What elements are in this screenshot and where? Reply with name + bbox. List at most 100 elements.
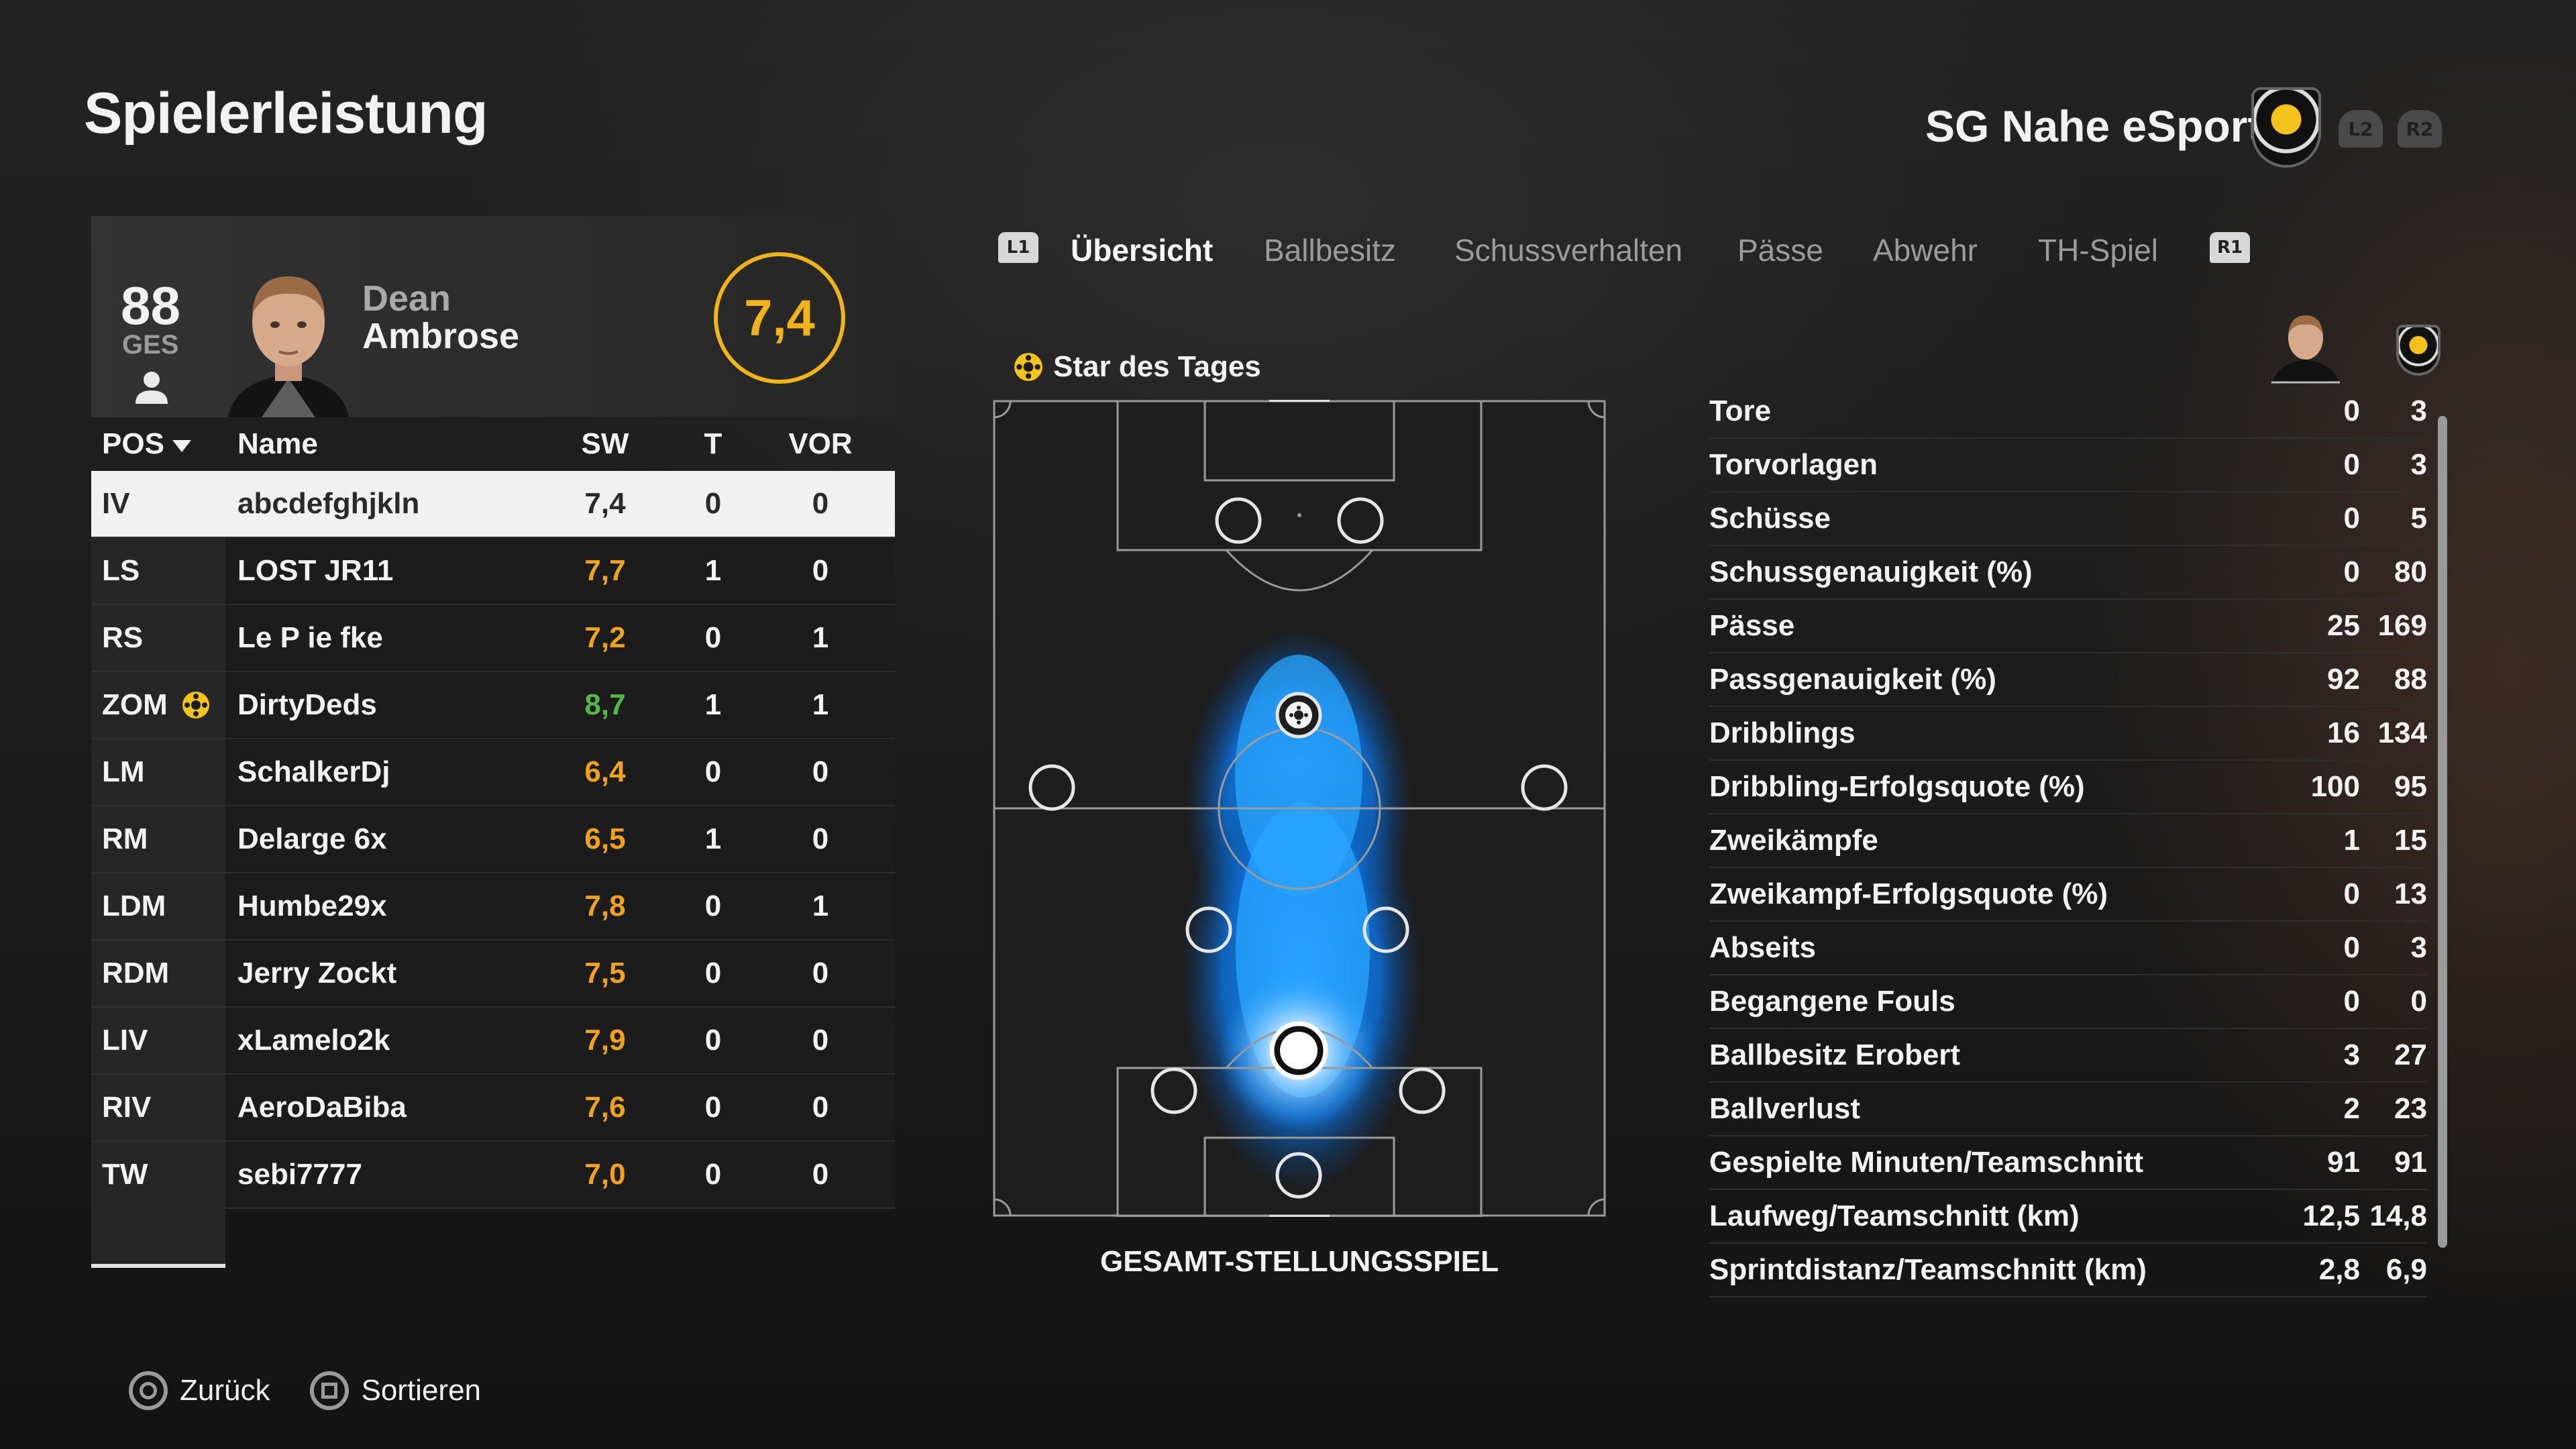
row-pos: LM [91, 739, 225, 805]
stat-row: Laufweg/Teamschnitt (km) 12,5 14,8 [1709, 1190, 2427, 1244]
stat-label: Dribblings [1709, 716, 1856, 749]
stat-player-value: 2 [2343, 1092, 2360, 1125]
l1-button[interactable]: L1 [998, 232, 1038, 263]
tab-ballbesitz[interactable]: Ballbesitz [1264, 233, 1396, 268]
star-of-the-day-icon [1014, 353, 1042, 381]
square-button-icon[interactable] [310, 1371, 350, 1410]
stat-team-value: 14,8 [2369, 1199, 2427, 1232]
table-row[interactable]: LS LOST JR11 7,7 1 0 [91, 538, 895, 605]
stat-player-value: 91 [2327, 1146, 2360, 1179]
stat-label: Zweikämpfe [1709, 824, 1878, 857]
stat-label: Ballverlust [1709, 1092, 1860, 1125]
row-pos: RIV [91, 1075, 225, 1140]
stat-label: Sprintdistanz/Teamschnitt (km) [1709, 1253, 2147, 1286]
row-t: 1 [704, 554, 722, 587]
row-name: SchalkerDj [237, 755, 390, 788]
stat-label: Passgenauigkeit (%) [1709, 663, 1996, 696]
row-name: Humbe29x [237, 890, 387, 922]
row-vor: 0 [812, 1024, 829, 1057]
player-first-name: Dean [362, 278, 451, 319]
stat-row: Begangene Fouls 0 0 [1709, 975, 2427, 1029]
stat-label: Laufweg/Teamschnitt (km) [1709, 1199, 2080, 1232]
table-footer-indicator [91, 1197, 225, 1268]
table-row[interactable]: RIV AeroDaBiba 7,6 0 0 [91, 1075, 895, 1142]
row-name: sebi7777 [237, 1158, 362, 1191]
table-row[interactable]: IV abcdefghjkln 7,4 0 0 [91, 471, 895, 538]
stat-row: Torvorlagen 0 3 [1709, 439, 2427, 492]
row-pos: LS [91, 538, 225, 604]
row-pos: IV [91, 471, 225, 537]
circle-button-icon[interactable] [129, 1371, 168, 1410]
stat-player-value: 3 [2343, 1038, 2360, 1071]
tab-abwehr[interactable]: Abwehr [1873, 233, 1978, 268]
row-t: 0 [704, 1024, 722, 1057]
stat-player-value: 0 [2343, 448, 2360, 481]
table-row[interactable]: RM Delarge 6x 6,5 1 0 [91, 806, 895, 873]
player-last-name: Ambrose [362, 316, 520, 356]
tab-paesse[interactable]: Pässe [1737, 233, 1823, 268]
stat-team-value: 88 [2394, 663, 2427, 696]
header-sw[interactable]: SW [581, 427, 629, 460]
player-column-avatar [2271, 315, 2340, 384]
row-sw: 6,5 [584, 822, 626, 855]
stat-row: Schüsse 0 5 [1709, 492, 2427, 546]
stat-label: Pässe [1709, 609, 1795, 642]
person-icon [136, 372, 168, 404]
stat-row: Gespielte Minuten/Teamschnitt 91 91 [1709, 1136, 2427, 1190]
row-sw: 7,2 [584, 621, 626, 654]
back-label[interactable]: Zurück [180, 1374, 270, 1407]
table-row[interactable]: LDM Humbe29x 7,8 0 1 [91, 873, 895, 941]
star-of-the-day-icon [182, 692, 209, 718]
heatmap [1181, 628, 1422, 1191]
row-pos: TW [91, 1142, 225, 1208]
tab-th-spiel[interactable]: TH-Spiel [2038, 233, 2158, 268]
stat-row: Pässe 25 169 [1709, 600, 2427, 653]
stat-team-value: 80 [2394, 555, 2427, 588]
stat-row: Schussgenauigkeit (%) 0 80 [1709, 546, 2427, 600]
stat-team-value: 134 [2377, 716, 2427, 749]
table-row[interactable]: RS Le P ie fke 7,2 0 1 [91, 605, 895, 672]
star-player-marker [1275, 692, 1322, 739]
table-row[interactable]: LM SchalkerDj 6,4 0 0 [91, 739, 895, 806]
row-t: 0 [704, 957, 722, 989]
r2-button[interactable]: R2 [2398, 110, 2442, 148]
stats-scrollbar-thumb[interactable] [2438, 416, 2447, 1248]
stat-team-value: 27 [2394, 1038, 2427, 1071]
row-name: Jerry Zockt [237, 957, 397, 989]
tab-uebersicht[interactable]: Übersicht [1071, 233, 1214, 268]
stat-team-value: 91 [2394, 1146, 2427, 1179]
header-vor[interactable]: VOR [788, 427, 853, 460]
r1-button[interactable]: R1 [2210, 232, 2250, 263]
star-of-the-day-label: Star des Tages [1013, 350, 1261, 384]
stat-row: Passgenauigkeit (%) 92 88 [1709, 653, 2427, 707]
row-t: 0 [704, 1091, 722, 1124]
table-row[interactable]: RDM Jerry Zockt 7,5 0 0 [91, 941, 895, 1008]
row-sw: 8,7 [584, 688, 626, 721]
stat-team-value: 13 [2394, 877, 2427, 910]
stat-label: Torvorlagen [1709, 448, 1878, 481]
header-t[interactable]: T [704, 427, 722, 460]
row-sw: 7,6 [584, 1091, 626, 1124]
stat-player-value: 0 [2343, 931, 2360, 964]
row-sw: 6,4 [584, 755, 626, 788]
sort-label[interactable]: Sortieren [361, 1374, 482, 1407]
stat-player-value: 1 [2343, 824, 2360, 857]
team-name: SG Nahe eSports [1925, 101, 2288, 151]
stat-row: Sprintdistanz/Teamschnitt (km) 2,8 6,9 [1709, 1244, 2427, 1297]
table-row[interactable]: LIV xLamelo2k 7,9 0 0 [91, 1008, 895, 1075]
header-pos[interactable]: POS [91, 427, 225, 461]
table-row[interactable]: ZOM DirtyDeds 8,7 1 1 [91, 672, 895, 739]
player-table: IV abcdefghjkln 7,4 0 0 LS LOST JR11 7,7… [91, 471, 895, 1209]
row-t: 0 [704, 755, 722, 788]
row-pos: ZOM [102, 688, 168, 721]
l2-button[interactable]: L2 [2339, 110, 2383, 148]
header-name[interactable]: Name [237, 427, 318, 460]
team-crest-icon [2251, 87, 2321, 168]
row-pos: LIV [91, 1008, 225, 1073]
row-vor: 0 [812, 755, 829, 788]
tab-schussverhalten[interactable]: Schussverhalten [1454, 233, 1683, 268]
stat-label: Abseits [1709, 931, 1816, 964]
stat-row: Zweikämpfe 1 15 [1709, 814, 2427, 868]
stat-row: Ballverlust 2 23 [1709, 1083, 2427, 1136]
stat-label: Schussgenauigkeit (%) [1709, 555, 2033, 588]
